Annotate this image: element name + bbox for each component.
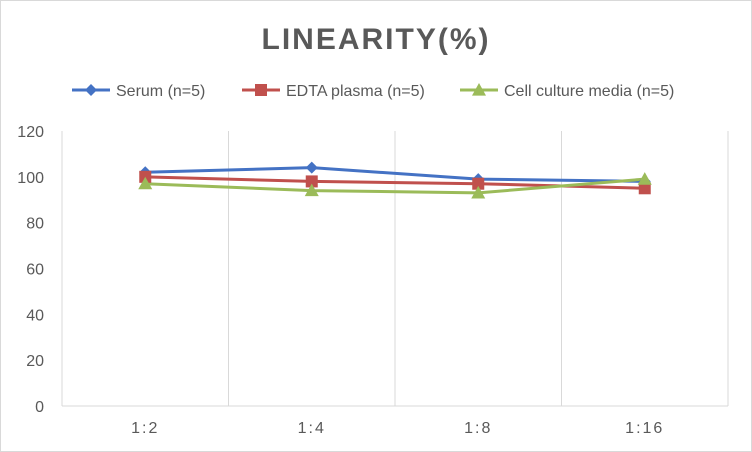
legend-label: Serum (n=5) [116,83,205,100]
data-point-square [638,182,651,195]
data-point-triangle [138,176,153,190]
y-tick-label: 60 [26,262,44,279]
grid [61,131,729,407]
y-axis: 0 20 40 60 80 100 120 [17,124,44,416]
legend: Serum (n=5) EDTA plasma (n=5) Cell culture… [72,83,674,100]
y-tick-label: 100 [17,170,44,187]
data-point-triangle [471,185,486,199]
data-point-diamond [305,161,318,174]
legend-item: EDTA plasma (n=5) [242,83,425,100]
data-point-square [305,175,318,188]
data-point-square [255,84,267,96]
series-markers [138,161,652,199]
y-tick-label: 80 [26,216,44,233]
y-tick-label: 0 [35,399,44,416]
data-point-square [472,177,485,190]
y-tick-label: 120 [17,124,44,141]
x-tick-label: 1:8 [464,420,492,437]
y-tick-label: 40 [26,307,44,324]
series-line [143,166,647,183]
x-tick-label: 1:4 [298,420,326,437]
data-point-triangle [637,172,652,185]
series-lines [143,166,647,195]
legend-item: Serum (n=5) [72,83,205,100]
legend-label: Cell culture media (n=5) [504,83,674,100]
chart-title: LINEARITY(%) [262,23,491,56]
data-point-triangle [472,83,486,96]
y-tick-label: 20 [26,353,44,370]
data-point-triangle [304,183,319,197]
data-point-diamond [85,84,97,96]
x-tick-label: 1:2 [131,420,159,437]
x-tick-label: 1:16 [625,420,664,437]
series-line [143,177,647,195]
legend-item: Cell culture media (n=5) [460,83,674,100]
legend-label: EDTA plasma (n=5) [286,83,425,100]
x-axis: 1:2 1:4 1:8 1:16 [131,420,664,437]
